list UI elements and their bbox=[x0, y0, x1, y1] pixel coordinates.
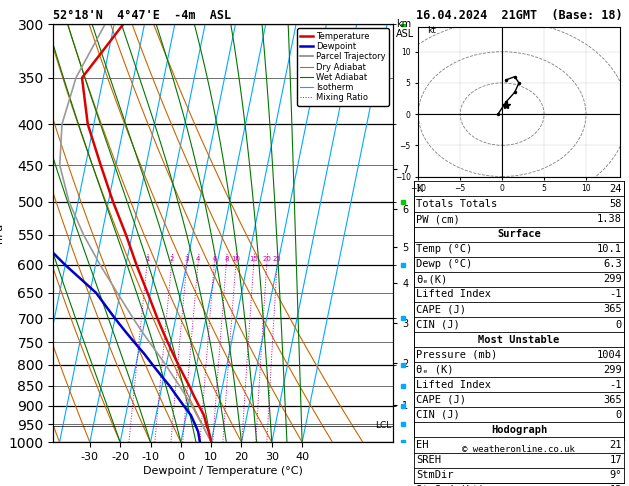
Text: CAPE (J): CAPE (J) bbox=[416, 395, 466, 405]
Text: 365: 365 bbox=[603, 395, 622, 405]
Text: 0: 0 bbox=[616, 410, 622, 420]
Text: Surface: Surface bbox=[497, 229, 541, 239]
X-axis label: Dewpoint / Temperature (°C): Dewpoint / Temperature (°C) bbox=[143, 466, 303, 476]
Text: 13: 13 bbox=[610, 485, 622, 486]
Text: 0: 0 bbox=[616, 319, 622, 330]
Text: 10.1: 10.1 bbox=[597, 244, 622, 254]
Text: θₑ (K): θₑ (K) bbox=[416, 364, 454, 375]
Text: 299: 299 bbox=[603, 364, 622, 375]
Text: 16.04.2024  21GMT  (Base: 18): 16.04.2024 21GMT (Base: 18) bbox=[416, 9, 622, 22]
Text: 1.38: 1.38 bbox=[597, 214, 622, 224]
Text: StmSpd (kt): StmSpd (kt) bbox=[416, 485, 485, 486]
Text: 15: 15 bbox=[249, 256, 259, 262]
Text: Lifted Index: Lifted Index bbox=[416, 289, 491, 299]
Text: 4: 4 bbox=[196, 256, 200, 262]
Text: 52°18'N  4°47'E  -4m  ASL: 52°18'N 4°47'E -4m ASL bbox=[53, 9, 231, 22]
Text: Dewp (°C): Dewp (°C) bbox=[416, 259, 472, 269]
Text: 1: 1 bbox=[145, 256, 150, 262]
Text: θₑ(K): θₑ(K) bbox=[416, 274, 448, 284]
Text: 3: 3 bbox=[185, 256, 189, 262]
Text: © weatheronline.co.uk: © weatheronline.co.uk bbox=[462, 445, 576, 454]
Text: 1004: 1004 bbox=[597, 349, 622, 360]
Text: 299: 299 bbox=[603, 274, 622, 284]
Text: -1: -1 bbox=[610, 380, 622, 390]
Text: 365: 365 bbox=[603, 304, 622, 314]
Text: kt: kt bbox=[426, 26, 435, 35]
Text: Most Unstable: Most Unstable bbox=[478, 334, 560, 345]
Text: 9°: 9° bbox=[610, 470, 622, 480]
Text: 8: 8 bbox=[224, 256, 229, 262]
Text: StmDir: StmDir bbox=[416, 470, 454, 480]
Text: 17: 17 bbox=[610, 455, 622, 465]
Text: EH: EH bbox=[416, 440, 429, 450]
Text: Pressure (mb): Pressure (mb) bbox=[416, 349, 498, 360]
Text: 21: 21 bbox=[610, 440, 622, 450]
Text: CAPE (J): CAPE (J) bbox=[416, 304, 466, 314]
Text: 2: 2 bbox=[170, 256, 174, 262]
Text: 6.3: 6.3 bbox=[603, 259, 622, 269]
Text: CIN (J): CIN (J) bbox=[416, 319, 460, 330]
Y-axis label: hPa: hPa bbox=[0, 223, 4, 243]
Text: 58: 58 bbox=[610, 199, 622, 209]
Text: Hodograph: Hodograph bbox=[491, 425, 547, 435]
Text: LCL: LCL bbox=[376, 421, 392, 430]
Text: Totals Totals: Totals Totals bbox=[416, 199, 498, 209]
Text: SREH: SREH bbox=[416, 455, 442, 465]
Text: km
ASL: km ASL bbox=[396, 19, 415, 39]
Text: Temp (°C): Temp (°C) bbox=[416, 244, 472, 254]
Text: -1: -1 bbox=[610, 289, 622, 299]
Legend: Temperature, Dewpoint, Parcel Trajectory, Dry Adiabat, Wet Adiabat, Isotherm, Mi: Temperature, Dewpoint, Parcel Trajectory… bbox=[297, 29, 389, 105]
Text: 10: 10 bbox=[231, 256, 240, 262]
Text: CIN (J): CIN (J) bbox=[416, 410, 460, 420]
Text: 20: 20 bbox=[262, 256, 271, 262]
Text: K: K bbox=[416, 184, 423, 194]
Text: 24: 24 bbox=[610, 184, 622, 194]
Text: PW (cm): PW (cm) bbox=[416, 214, 460, 224]
Text: Lifted Index: Lifted Index bbox=[416, 380, 491, 390]
Text: 6: 6 bbox=[212, 256, 216, 262]
Text: 25: 25 bbox=[273, 256, 282, 262]
